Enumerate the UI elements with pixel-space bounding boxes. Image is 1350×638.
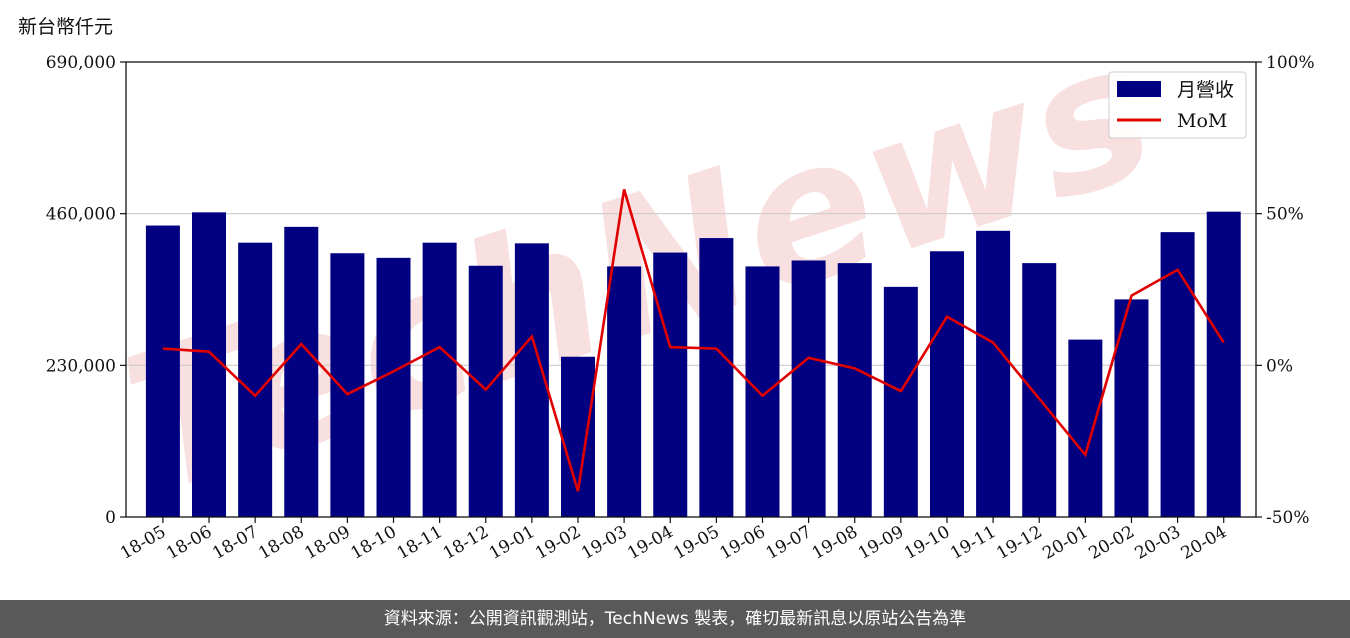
y-right-tick-label: 0%	[1266, 356, 1293, 376]
y-left-tick-label: 690,000	[46, 53, 116, 73]
revenue-bars	[145, 211, 1241, 518]
x-tick-label: 19-12	[993, 522, 1045, 564]
legend-label-revenue: 月營收	[1177, 79, 1234, 101]
revenue-bar	[330, 253, 365, 518]
x-tick-label: 19-10	[901, 522, 953, 564]
x-tick-label: 19-02	[532, 522, 584, 564]
x-tick-label: 18-10	[348, 522, 400, 564]
x-tick-label: 19-05	[670, 522, 722, 564]
x-tick-label: 18-05	[117, 522, 169, 564]
revenue-bar	[1068, 339, 1103, 517]
revenue-bar	[1022, 263, 1057, 517]
revenue-bar	[238, 242, 273, 517]
revenue-bar	[929, 251, 964, 518]
x-tick-label: 19-07	[763, 522, 815, 564]
y-right-tick-label: -50%	[1266, 508, 1310, 528]
revenue-bar	[284, 226, 319, 517]
x-tick-label: 18-11	[394, 522, 446, 564]
x-tick-label: 19-06	[717, 522, 769, 564]
y-right-tick-label: 100%	[1266, 53, 1315, 73]
x-tick-label: 19-04	[624, 522, 676, 564]
y-right-tick-label: 50%	[1266, 205, 1304, 225]
revenue-bar	[883, 286, 918, 517]
revenue-bar	[745, 266, 780, 517]
revenue-bar	[607, 266, 642, 517]
x-tick-label: 19-01	[486, 522, 538, 564]
revenue-bar	[791, 260, 826, 517]
y-left-tick-label: 460,000	[46, 205, 116, 225]
revenue-mom-chart: TechNews 0230,000460,000690,000-50%0%50%…	[46, 0, 1315, 564]
x-tick-label: 20-01	[1039, 522, 1091, 564]
mom-line	[162, 189, 1225, 492]
revenue-bar	[699, 238, 734, 517]
x-tick-label: 18-12	[440, 522, 492, 564]
y-left-tick-label: 0	[105, 508, 116, 528]
plot-frame	[125, 61, 1257, 518]
revenue-bar	[422, 242, 457, 517]
revenue-bar	[837, 263, 872, 517]
revenue-bar	[1160, 232, 1195, 517]
x-tick-label: 19-09	[855, 522, 907, 564]
x-tick-label: 20-04	[1178, 522, 1230, 564]
revenue-bar	[192, 212, 227, 517]
x-tick-label: 20-03	[1132, 522, 1184, 564]
revenue-bar	[468, 265, 503, 517]
revenue-bar	[1114, 299, 1149, 517]
y-left-tick-label: 230,000	[46, 356, 116, 376]
mom-line-layer	[162, 189, 1225, 492]
x-tick-label: 18-09	[301, 522, 353, 564]
x-tick-label: 18-08	[255, 522, 307, 564]
x-tick-label: 18-07	[209, 522, 261, 564]
revenue-bar	[1206, 211, 1241, 517]
source-footer: 資料來源：公開資訊觀測站，TechNews 製表，確切最新訊息以原站公告為準	[0, 600, 1350, 638]
revenue-bar	[561, 356, 595, 517]
revenue-bar	[514, 243, 549, 517]
legend-label-mom: MoM	[1177, 110, 1227, 132]
revenue-bar	[376, 257, 411, 517]
revenue-bar	[653, 252, 688, 518]
revenue-bar	[976, 230, 1011, 518]
revenue-bar	[145, 225, 180, 517]
y-axis-unit-label: 新台幣仟元	[18, 16, 114, 38]
x-tick-label: 19-08	[809, 522, 861, 564]
x-tick-label: 19-03	[578, 522, 630, 564]
x-tick-label: 20-02	[1086, 522, 1138, 564]
legend-bar-swatch	[1117, 81, 1161, 97]
legend: 月營收 MoM	[1108, 71, 1247, 139]
x-tick-label: 19-11	[947, 522, 999, 564]
